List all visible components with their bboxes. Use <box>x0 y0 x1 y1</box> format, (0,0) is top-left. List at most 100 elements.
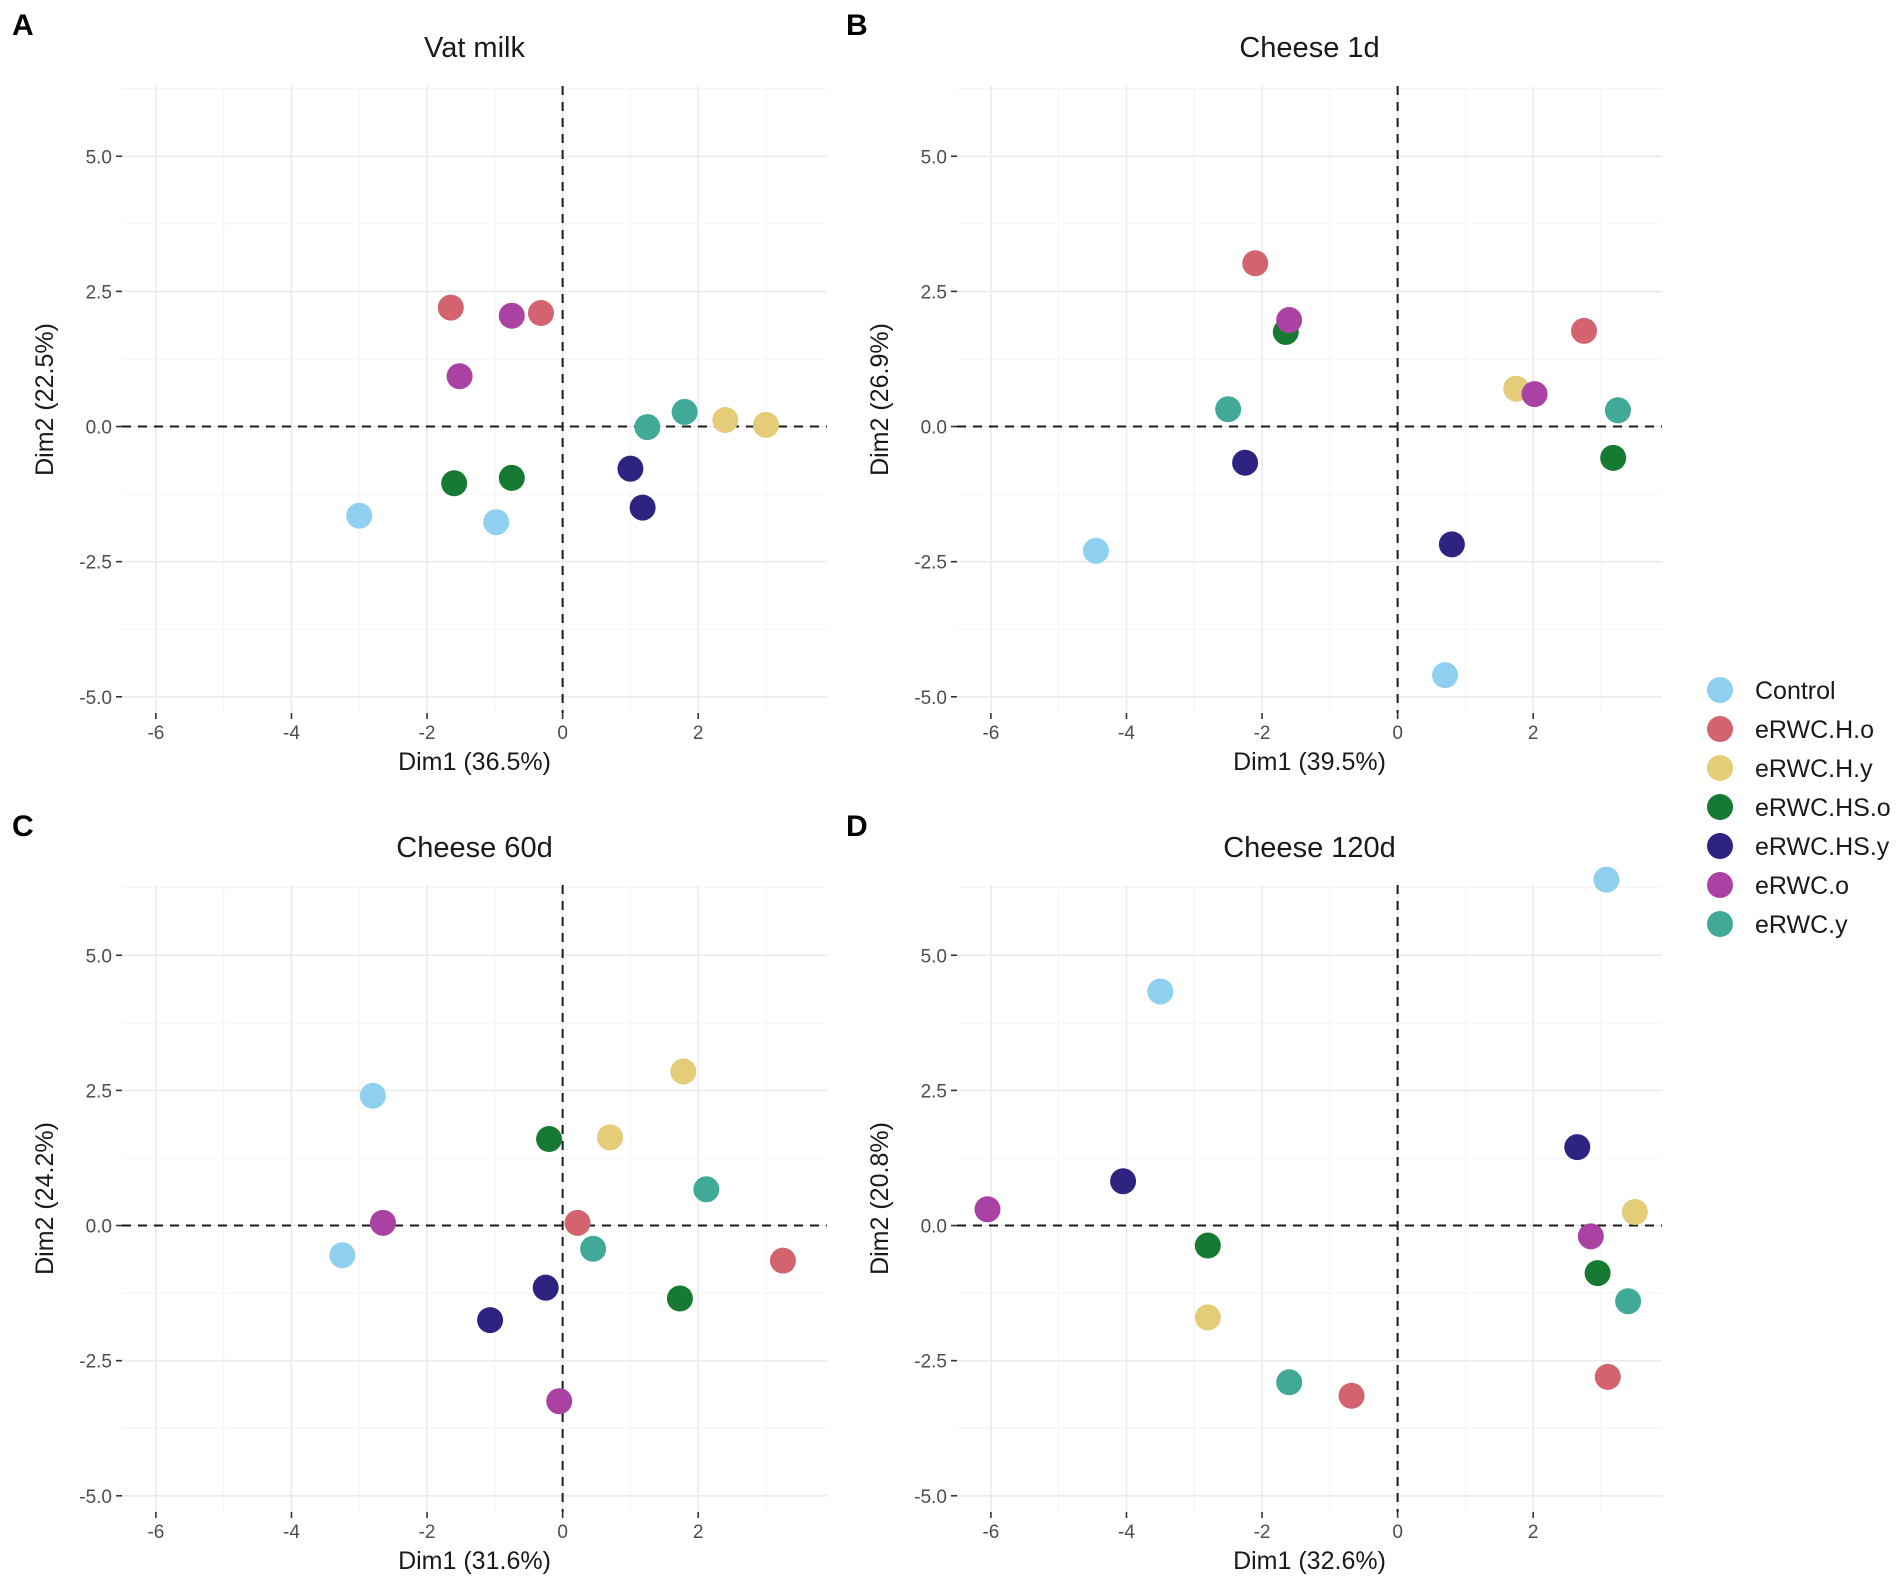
y-tick-label: 0.0 <box>921 1217 947 1238</box>
point-erwc-h-y <box>670 1058 697 1085</box>
point-erwc-hs-y <box>1232 449 1259 476</box>
point-erwc-hs-y <box>1110 1168 1137 1195</box>
legend-key-erwc-y <box>1707 911 1733 937</box>
panel-title: Vat milk <box>424 32 525 64</box>
y-tick-label: 2.5 <box>921 1081 947 1102</box>
x-tick-label: -6 <box>982 723 999 744</box>
panel-title: Cheese 60d <box>396 832 552 864</box>
point-erwc-o <box>546 1388 573 1415</box>
panel-d: -6 -4 -2 0 2 -5.0 -2.5 0.0 2.5 5.0 D Cheese 120d Dim… <box>846 810 1662 1575</box>
point-erwc-h-o <box>1571 317 1598 344</box>
point-erwc-hs-y <box>617 455 644 482</box>
point-erwc-hs-o <box>1194 1232 1221 1259</box>
legend-key-erwc-hs-o <box>1707 794 1733 820</box>
point-erwc-o <box>974 1196 1001 1223</box>
x-axis-title: Dim1 (31.6%) <box>398 1547 551 1575</box>
panel-label: D <box>846 810 868 843</box>
point-erwc-hs-o <box>1600 444 1627 471</box>
point-control <box>1082 537 1109 564</box>
x-tick-label: -2 <box>1254 1522 1271 1543</box>
point-control <box>483 509 510 536</box>
x-tick-label: 0 <box>1392 1522 1403 1543</box>
y-tick-label: -5.0 <box>79 1487 112 1508</box>
panel-label: C <box>12 810 34 843</box>
x-tick-label: -2 <box>419 723 436 744</box>
point-erwc-h-o <box>564 1209 591 1236</box>
point-erwc-h-y <box>1194 1304 1221 1331</box>
legend-label: Control <box>1755 677 1836 705</box>
y-tick-label: -2.5 <box>914 553 947 574</box>
panel-a: -6 -4 -2 0 2 -5.0 -2.5 0.0 2.5 5.0 A Vat milk Dim1 (… <box>12 9 827 776</box>
point-erwc-o <box>498 302 525 329</box>
legend-label: eRWC.HS.y <box>1755 833 1890 861</box>
point-erwc-hs-o <box>536 1126 563 1153</box>
point-erwc-y <box>1276 1369 1303 1396</box>
x-tick-label: -4 <box>1118 1522 1135 1543</box>
point-erwc-hs-y <box>1438 531 1465 558</box>
panel-b: -6 -4 -2 0 2 -5.0 -2.5 0.0 2.5 5.0 B Cheese 1d Dim1 … <box>846 9 1662 776</box>
point-erwc-hs-o <box>1584 1260 1611 1287</box>
y-tick-label: 5.0 <box>86 946 112 967</box>
point-erwc-hs-y <box>477 1307 504 1334</box>
legend-key-erwc-h-o <box>1707 716 1733 742</box>
y-tick-label: 2.5 <box>86 282 112 303</box>
point-erwc-hs-o <box>441 470 468 497</box>
point-erwc-h-o <box>1242 250 1269 277</box>
legend-label: eRWC.y <box>1755 911 1848 939</box>
x-tick-label: -2 <box>1254 723 1271 744</box>
legend: Control eRWC.H.o eRWC.H.y eRWC.HS.o eRWC.HS.… <box>1707 677 1891 939</box>
legend-label: eRWC.H.y <box>1755 755 1873 783</box>
panel-c: -6 -4 -2 0 2 -5.0 -2.5 0.0 2.5 5.0 C Cheese 60d Dim1… <box>12 810 827 1575</box>
point-erwc-o <box>446 363 473 390</box>
y-tick-label: -5.0 <box>914 1487 947 1508</box>
y-tick-label: 0.0 <box>86 418 112 439</box>
point-erwc-h-o <box>527 300 554 327</box>
y-tick-label: 2.5 <box>86 1081 112 1102</box>
x-tick-label: 2 <box>1528 1522 1539 1543</box>
panel-title: Cheese 120d <box>1223 832 1396 864</box>
y-tick-label: -2.5 <box>79 553 112 574</box>
x-axis-title: Dim1 (32.6%) <box>1233 1547 1386 1575</box>
point-erwc-y <box>671 398 698 425</box>
x-tick-label: -6 <box>982 1522 999 1543</box>
point-erwc-y <box>634 414 661 441</box>
panel-title: Cheese 1d <box>1239 32 1379 64</box>
y-tick-label: 2.5 <box>921 282 947 303</box>
point-erwc-h-o <box>437 294 464 321</box>
panel-label: B <box>846 9 868 42</box>
y-tick-label: 5.0 <box>86 147 112 168</box>
y-axis-title: Dim2 (24.2%) <box>31 1122 59 1275</box>
point-control <box>346 502 373 529</box>
x-tick-label: -6 <box>147 723 164 744</box>
y-tick-label: -5.0 <box>914 688 947 709</box>
x-tick-label: 0 <box>557 1522 568 1543</box>
point-erwc-o <box>1521 381 1548 408</box>
point-erwc-hs-y <box>532 1274 559 1301</box>
point-erwc-h-y <box>1621 1199 1648 1226</box>
point-control <box>1147 978 1174 1005</box>
legend-key-erwc-o <box>1707 872 1733 898</box>
y-tick-label: 5.0 <box>921 147 947 168</box>
y-tick-label: 0.0 <box>921 418 947 439</box>
point-erwc-y <box>1604 397 1631 424</box>
point-control <box>1432 662 1459 689</box>
legend-label: eRWC.o <box>1755 872 1849 900</box>
x-tick-label: 2 <box>693 1522 704 1543</box>
point-erwc-o <box>369 1209 396 1236</box>
y-axis-title: Dim2 (26.9%) <box>866 323 894 476</box>
point-erwc-y <box>693 1176 720 1203</box>
point-erwc-y <box>1215 396 1242 423</box>
point-erwc-o <box>1577 1223 1604 1250</box>
point-erwc-h-o <box>1338 1382 1365 1409</box>
x-tick-label: -2 <box>419 1522 436 1543</box>
y-tick-label: 5.0 <box>921 946 947 967</box>
point-erwc-hs-o <box>666 1285 693 1312</box>
x-tick-label: -4 <box>1118 723 1135 744</box>
x-tick-label: 2 <box>693 723 704 744</box>
x-axis-title: Dim1 (36.5%) <box>398 748 551 776</box>
x-tick-label: 0 <box>557 723 568 744</box>
y-axis-title: Dim2 (20.8%) <box>866 1122 894 1275</box>
point-erwc-h-o <box>1594 1363 1621 1390</box>
point-control <box>1593 866 1620 893</box>
